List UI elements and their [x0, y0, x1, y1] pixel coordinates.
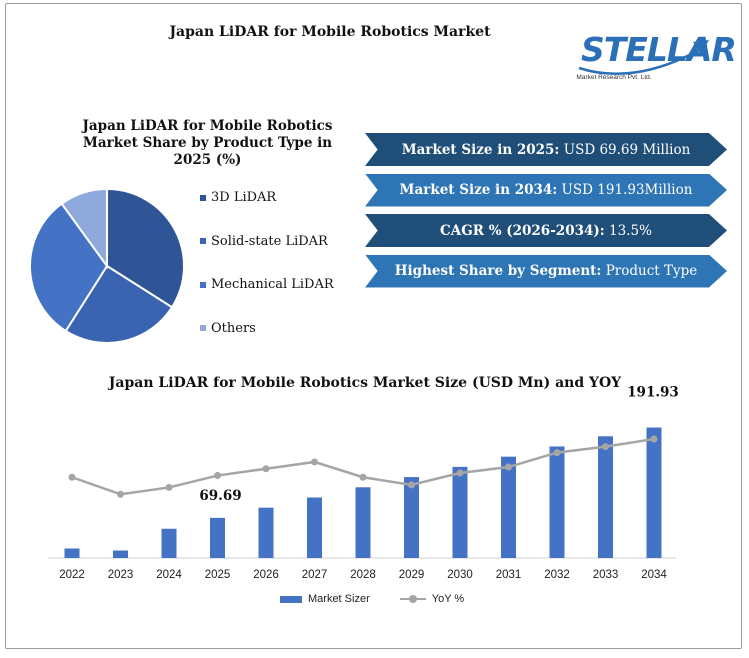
bar-2034: [646, 427, 662, 558]
infographic-frame: [5, 3, 742, 649]
stat-banner-value: 13.5%: [604, 222, 652, 239]
stellar-logo: STELLAR Market Research Pvt. Ltd.: [575, 28, 736, 90]
pie-legend-swatch: [200, 238, 206, 244]
stat-banner-key: Market Size in 2034:: [399, 182, 558, 198]
bar-2023: [113, 550, 128, 558]
legend-label-yoy: YoY %: [431, 593, 465, 605]
yoy-point-2032: [553, 449, 561, 457]
yoy-point-2025: [214, 472, 221, 480]
yoy-line: [71, 437, 655, 496]
pie-legend-swatch: [200, 194, 206, 201]
yoy-point-2028: [359, 473, 367, 481]
pie-chart: [29, 187, 185, 344]
x-tick-label: 2023: [108, 569, 134, 581]
pie-legend-item: Others: [200, 321, 256, 336]
x-tick-label: 2030: [447, 569, 473, 581]
x-tick-label: 2033: [593, 569, 619, 581]
bar-2030: [452, 466, 468, 558]
x-tick-label: 2022: [59, 569, 85, 581]
data-label-2025: 69.69: [199, 488, 241, 504]
pie-legend-item: Mechanical LiDAR: [200, 277, 334, 292]
bar-2032: [549, 446, 565, 558]
bar-2026: [258, 507, 274, 558]
bar-2025: [210, 517, 225, 558]
pie-legend-item: 3D LiDAR: [200, 190, 276, 205]
yoy-point-2023: [117, 490, 124, 498]
stat-banner-key: Highest Share by Segment:: [394, 263, 602, 279]
x-tick-label: 2029: [399, 569, 425, 581]
x-tick-label: 2034: [641, 569, 667, 581]
yoy-point-2022: [68, 473, 76, 481]
pie-legend-label: 3D LiDAR: [211, 190, 277, 205]
bar-chart: 2022 2023 2024 2025 2026 2027 2028 2029 2030 2031…: [48, 384, 679, 581]
logo-subtitle: Market Research Pvt. Ltd.: [576, 74, 652, 81]
stat-banner-value: Product Type: [601, 263, 698, 279]
pie-legend-swatch: [200, 325, 206, 331]
stat-banner: Market Size in 2034: USD 191.93Million: [365, 173, 727, 207]
data-label-2034: 191.93: [627, 384, 679, 400]
bar-2031: [501, 456, 516, 558]
yoy-point-2030: [456, 469, 464, 477]
bar-2029: [404, 477, 419, 558]
pie-chart-title: Japan LiDAR for Mobile Robotics Market S…: [82, 118, 333, 168]
yoy-point-2024: [165, 483, 173, 491]
x-tick-label: 2025: [205, 569, 231, 581]
legend-label-market-size: Market Sizer: [308, 593, 370, 605]
pie-legend-item: Solid-state LiDAR: [200, 234, 328, 249]
pie-slice-others: [60, 187, 108, 270]
pie-legend-label: Mechanical LiDAR: [211, 277, 334, 292]
yoy-point-2029: [408, 481, 415, 489]
legend-swatch-market-size: [280, 595, 302, 603]
legend-swatch-yoy: [399, 595, 426, 603]
stat-banner-value: USD 191.93Million: [557, 182, 693, 198]
yoy-point-2034: [650, 435, 658, 443]
pie-slice-solid-state-lidar: [64, 264, 174, 344]
bar-2028: [355, 487, 371, 558]
main-title: Japan LiDAR for Mobile Robotics Market: [169, 24, 491, 40]
stat-banner: Market Size in 2025: USD 69.69 Million: [365, 133, 727, 166]
stat-banner-value: USD 69.69 Million: [559, 141, 691, 158]
x-tick-label: 2028: [350, 569, 376, 581]
bar-2022: [64, 548, 80, 558]
x-tick-label: 2031: [496, 569, 522, 581]
x-tick-label: 2032: [544, 569, 570, 581]
yoy-point-2031: [505, 463, 512, 471]
stat-banner-key: Market Size in 2025:: [401, 141, 560, 158]
pie-legend-swatch: [200, 281, 206, 288]
yoy-point-2033: [602, 443, 609, 451]
bar-2027: [307, 497, 322, 558]
stat-banner-key: CAGR % (2026-2034):: [440, 222, 605, 239]
stat-banner: Highest Share by Segment: Product Type: [365, 254, 727, 288]
pie-slice-mechanical-lidar: [29, 202, 109, 333]
x-tick-label: 2027: [302, 569, 328, 581]
logo-word: STELLAR: [581, 30, 737, 69]
yoy-point-2026: [262, 465, 270, 473]
bar-2024: [161, 528, 177, 558]
pie-legend-label: Solid-state LiDAR: [211, 233, 328, 249]
x-tick-label: 2024: [156, 569, 182, 581]
x-tick-label: 2026: [253, 569, 279, 581]
bar-chart-title: Japan LiDAR for Mobile Robotics Market S…: [108, 375, 622, 391]
pie-legend-label: Others: [211, 320, 256, 336]
stat-banner: CAGR % (2026-2034): 13.5%: [365, 214, 727, 247]
yoy-point-2027: [311, 458, 318, 466]
logo-swoosh-icon: [578, 40, 709, 76]
bar-chart-legend: Market Sizer YoY %: [280, 593, 464, 605]
bar-2033: [598, 436, 613, 558]
